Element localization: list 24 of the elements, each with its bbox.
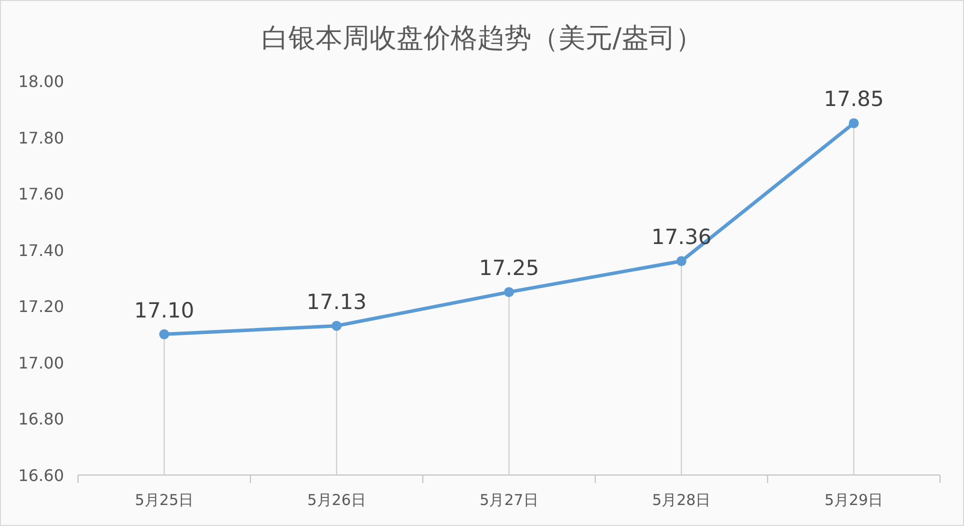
data-label: 17.10 bbox=[134, 298, 194, 322]
data-label: 17.36 bbox=[651, 225, 712, 250]
data-label: 17.85 bbox=[824, 87, 884, 112]
y-tick-label: 18.00 bbox=[18, 72, 64, 91]
x-tick-label: 5月29日 bbox=[824, 491, 884, 509]
y-tick-label: 17.80 bbox=[18, 128, 64, 148]
point bbox=[504, 287, 514, 298]
x-tick-label: 5月25日 bbox=[134, 491, 194, 509]
x-tick-label: 5月27日 bbox=[480, 491, 538, 509]
y-tick-label: 17.20 bbox=[18, 297, 64, 316]
y-tick-label: 16.60 bbox=[18, 466, 64, 485]
y-tick-label: 17.60 bbox=[18, 184, 64, 204]
x-tick-label: 5月26日 bbox=[307, 491, 366, 509]
y-tick-label: 17.00 bbox=[18, 353, 64, 372]
point bbox=[676, 256, 686, 266]
data-label: 17.13 bbox=[306, 290, 367, 314]
point bbox=[848, 118, 859, 128]
x-tick-label: 5月28日 bbox=[652, 491, 711, 509]
chart-title: 白银本周收盘价格趋势（美元/盎司） bbox=[261, 23, 703, 54]
data-label: 17.25 bbox=[478, 256, 540, 280]
point bbox=[332, 320, 342, 331]
point bbox=[159, 329, 170, 340]
y-tick-label: 17.40 bbox=[18, 240, 64, 260]
y-tick-label: 16.80 bbox=[18, 410, 64, 429]
